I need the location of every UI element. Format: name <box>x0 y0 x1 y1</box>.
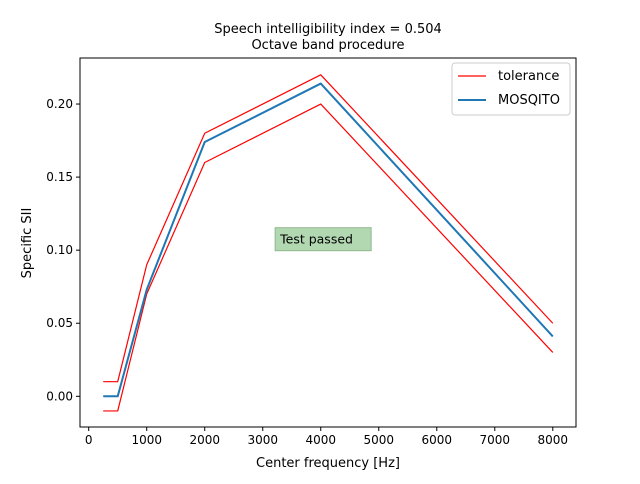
legend-label: tolerance <box>498 69 559 84</box>
plot-area-frame <box>79 57 577 428</box>
x-tick-label: 0 <box>85 433 93 447</box>
chart-title-line2: Octave band procedure <box>251 38 404 53</box>
y-tick-label: 0.10 <box>46 243 73 257</box>
x-tick-label: 4000 <box>305 433 336 447</box>
y-axis-label: Specific SII <box>20 208 35 279</box>
series-line-tolerance-lower <box>103 103 554 412</box>
chart-title-line1: Speech intelligibility index = 0.504 <box>214 22 442 37</box>
x-tick-label: 2000 <box>189 433 220 447</box>
x-tick-label: 5000 <box>363 433 394 447</box>
x-tick-label: 3000 <box>247 433 278 447</box>
legend-label: MOSQITO <box>498 93 560 108</box>
x-tick-label: 8000 <box>538 433 569 447</box>
annotation-text: Test passed <box>279 232 353 247</box>
x-axis-label: Center frequency [Hz] <box>256 456 400 471</box>
x-tick-label: 6000 <box>421 433 452 447</box>
x-tick-label: 1000 <box>131 433 162 447</box>
y-tick-label: 0.05 <box>46 316 73 330</box>
y-tick-label: 0.00 <box>46 389 73 403</box>
y-tick-label: 0.15 <box>46 170 73 184</box>
y-tick-label: 0.20 <box>46 97 73 111</box>
series-line-tolerance-upper <box>103 74 554 383</box>
x-tick-label: 7000 <box>480 433 511 447</box>
series-line-mosqito <box>103 82 554 398</box>
annotation-box <box>274 227 372 252</box>
